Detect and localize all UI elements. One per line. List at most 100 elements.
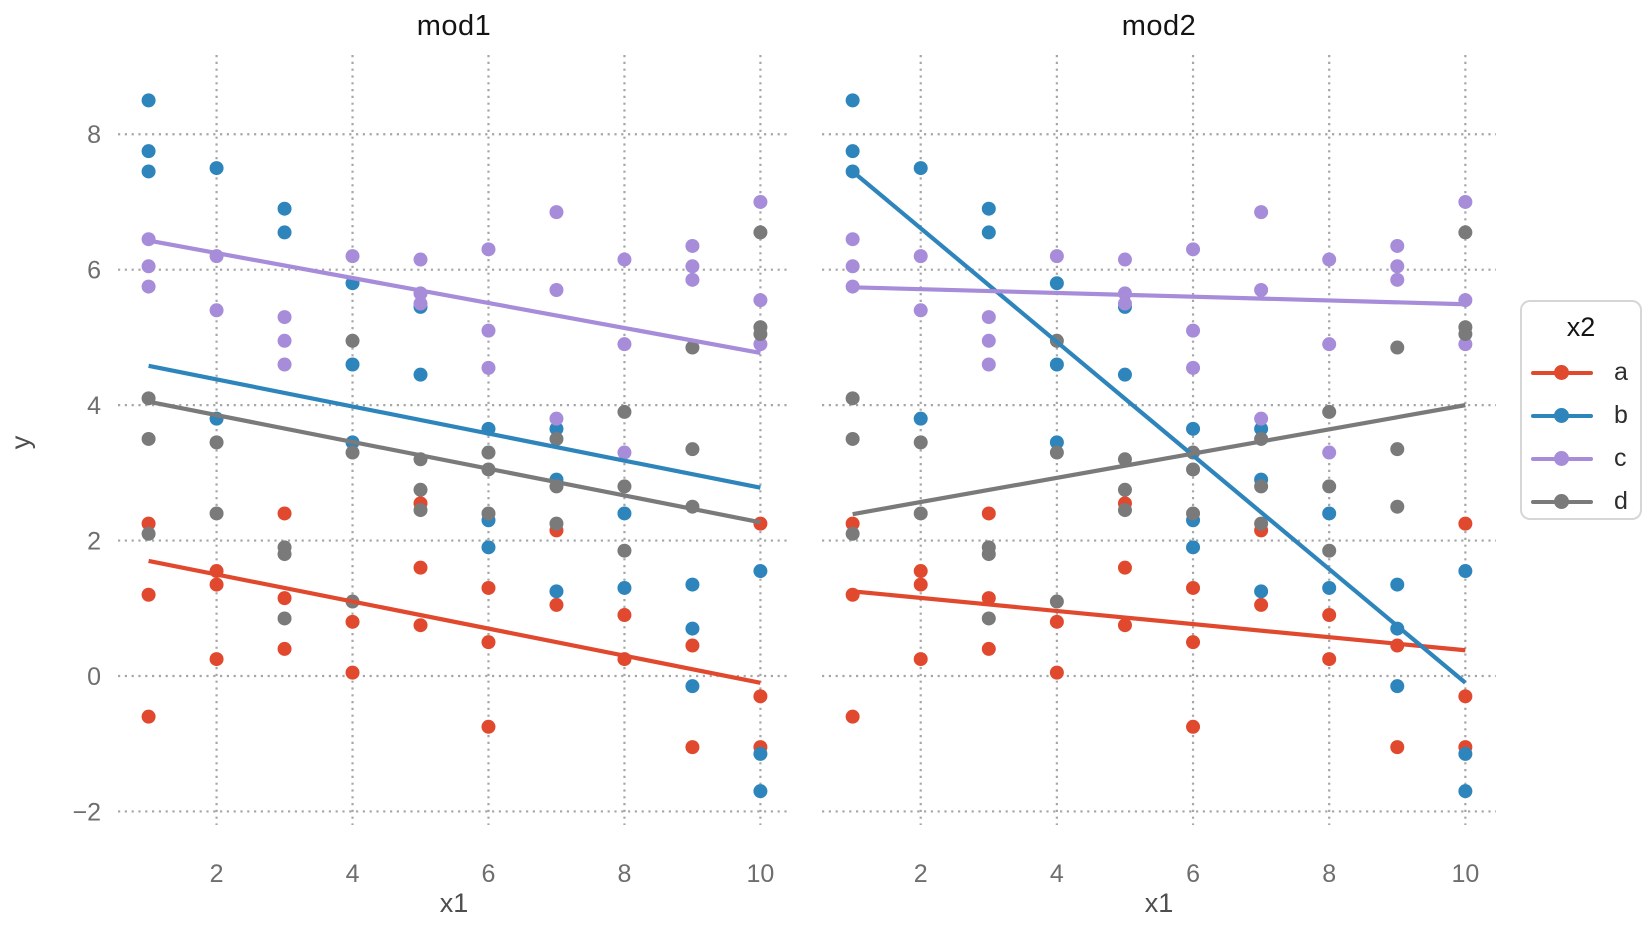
data-point-c — [913, 249, 928, 264]
fit-line-d-mod1 — [148, 399, 761, 525]
data-point-a — [481, 719, 496, 734]
data-point-a — [913, 577, 928, 592]
data-point-b — [617, 580, 632, 595]
data-point-b — [1390, 577, 1405, 592]
data-point-a — [1390, 740, 1405, 755]
data-point-d — [1458, 327, 1473, 342]
data-point-c — [981, 333, 996, 348]
data-point-b — [913, 161, 928, 176]
data-point-d — [1390, 442, 1405, 457]
data-point-c — [913, 303, 928, 318]
data-point-b — [1322, 580, 1337, 595]
data-point-d — [1322, 543, 1337, 558]
data-point-b — [1049, 435, 1064, 450]
fit-line-a-mod1 — [148, 558, 761, 685]
data-point-a — [1117, 618, 1132, 633]
data-point-b — [1049, 276, 1064, 291]
data-point-c — [549, 205, 564, 220]
data-point-a — [1186, 719, 1201, 734]
data-point-d — [549, 431, 564, 446]
data-point-b — [1458, 564, 1473, 579]
data-point-a — [345, 665, 360, 680]
data-point-a — [1186, 635, 1201, 650]
data-point-d — [1186, 506, 1201, 521]
y-axis-title: y — [5, 435, 36, 450]
data-point-d — [277, 611, 292, 626]
data-point-b — [981, 225, 996, 240]
data-point-d — [1458, 225, 1473, 240]
data-point-d — [141, 526, 156, 541]
data-point-d — [1117, 482, 1132, 497]
data-point-c — [1117, 252, 1132, 267]
data-point-c — [1322, 445, 1337, 460]
data-point-c — [1049, 249, 1064, 264]
legend-item-label: b — [1614, 401, 1628, 429]
data-point-c — [845, 259, 860, 274]
data-point-d — [1117, 452, 1132, 467]
data-point-b — [277, 225, 292, 240]
data-point-c — [1254, 282, 1269, 297]
data-point-d — [685, 442, 700, 457]
data-point-a — [141, 587, 156, 602]
data-point-a — [845, 709, 860, 724]
data-point-c — [1390, 259, 1405, 274]
data-point-d — [845, 391, 860, 406]
legend-item-label: c — [1614, 444, 1627, 472]
data-point-c — [753, 293, 768, 308]
data-point-b — [413, 367, 428, 382]
data-point-c — [845, 232, 860, 247]
data-point-d — [345, 445, 360, 460]
data-point-a — [981, 591, 996, 606]
data-point-a — [685, 638, 700, 653]
legend-line-dot-icon — [1531, 449, 1593, 468]
data-point-d — [481, 445, 496, 460]
data-point-c — [845, 279, 860, 294]
legend-title: x2 — [1566, 312, 1596, 342]
data-point-c — [277, 357, 292, 372]
y-tick-label: 4 — [87, 392, 101, 420]
data-point-c — [277, 310, 292, 325]
data-point-a — [1322, 652, 1337, 667]
fit-line-b-mod1 — [148, 363, 761, 490]
data-point-d — [481, 506, 496, 521]
data-point-d — [845, 526, 860, 541]
data-point-c — [1186, 242, 1201, 257]
fit-line-a-mod2 — [852, 589, 1466, 653]
fit-line-c-mod1 — [148, 238, 761, 356]
data-point-a — [345, 614, 360, 629]
data-point-d — [753, 225, 768, 240]
data-point-d — [845, 431, 860, 446]
data-point-b — [141, 93, 156, 108]
data-point-b — [753, 564, 768, 579]
data-point-b — [1254, 584, 1269, 599]
data-point-a — [1458, 689, 1473, 704]
data-point-c — [685, 238, 700, 253]
data-point-b — [1458, 784, 1473, 799]
data-point-a — [209, 577, 224, 592]
data-point-d — [1049, 594, 1064, 609]
data-point-a — [1186, 580, 1201, 595]
data-point-a — [981, 506, 996, 521]
data-point-a — [1322, 608, 1337, 623]
data-point-c — [685, 259, 700, 274]
data-point-d — [981, 611, 996, 626]
data-point-b — [549, 421, 564, 436]
data-point-d — [209, 506, 224, 521]
data-point-d — [1390, 340, 1405, 355]
legend-entry-a: a — [1522, 351, 1640, 394]
data-point-a — [845, 516, 860, 531]
data-point-b — [845, 93, 860, 108]
data-point-d — [1254, 479, 1269, 494]
data-point-c — [141, 279, 156, 294]
data-point-b — [1186, 421, 1201, 436]
data-point-d — [141, 431, 156, 446]
data-point-d — [1390, 499, 1405, 514]
data-point-c — [549, 282, 564, 297]
data-point-a — [1117, 560, 1132, 575]
legend-line-dot-icon — [1531, 363, 1593, 382]
y-tick-label: 0 — [87, 663, 101, 691]
data-point-c — [141, 259, 156, 274]
data-point-c — [141, 232, 156, 247]
